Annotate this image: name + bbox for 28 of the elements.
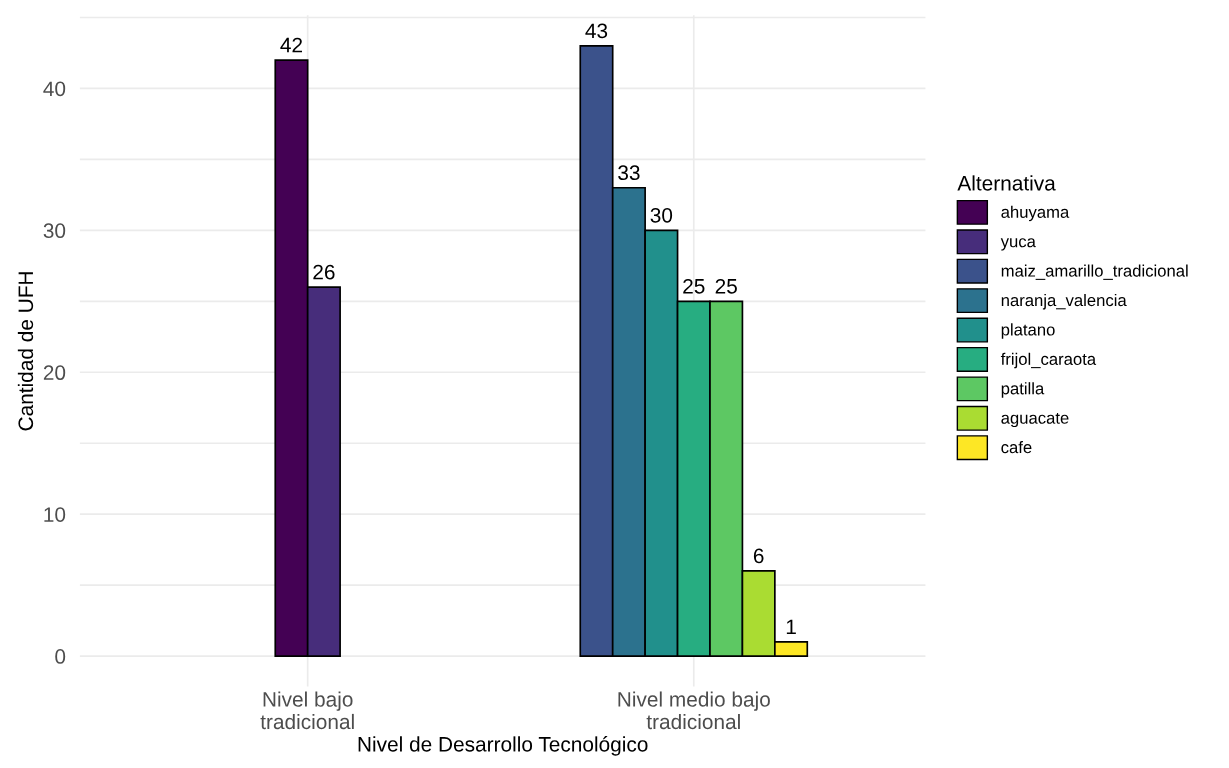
data-label: 25 [683, 278, 705, 294]
legend-label: aguacate [1001, 412, 1069, 428]
data-label: 6 [753, 548, 764, 564]
legend-label: naranja_valencia [1001, 293, 1127, 310]
y-tick-label: 10 [44, 507, 66, 522]
legend-label: cafe [1001, 441, 1032, 454]
data-label: 42 [280, 37, 303, 53]
legend-label: platano [1001, 323, 1055, 339]
y-tick-label: 40 [43, 81, 66, 97]
x-axis-title: Nivel de Desarrollo Tecnológico [358, 736, 648, 756]
x-tick-label: Nivel medio bajo tradicional [618, 691, 770, 730]
data-label: 33 [618, 165, 640, 181]
legend-label: frijol_caraota [1000, 352, 1097, 369]
legend-title: Alternativa [957, 175, 1056, 191]
y-tick-label: 20 [43, 365, 66, 381]
legend-label: ahuyama [1001, 205, 1070, 222]
data-label: 1 [786, 619, 796, 635]
data-label: 30 [650, 207, 673, 223]
legend-label: patilla [1001, 382, 1045, 398]
data-label: 43 [585, 23, 608, 39]
data-label: 26 [313, 264, 335, 280]
y-tick-label: 0 [55, 649, 66, 664]
y-axis-title: Cantidad de UFH [17, 272, 34, 431]
data-label: 25 [715, 278, 737, 294]
legend-label: maiz_amarillo_tradicional [1001, 264, 1188, 280]
y-tick-label: 30 [43, 223, 66, 239]
x-tick-label: Nivel bajo tradicional [260, 691, 354, 730]
legend-label: yuca [1000, 238, 1036, 251]
